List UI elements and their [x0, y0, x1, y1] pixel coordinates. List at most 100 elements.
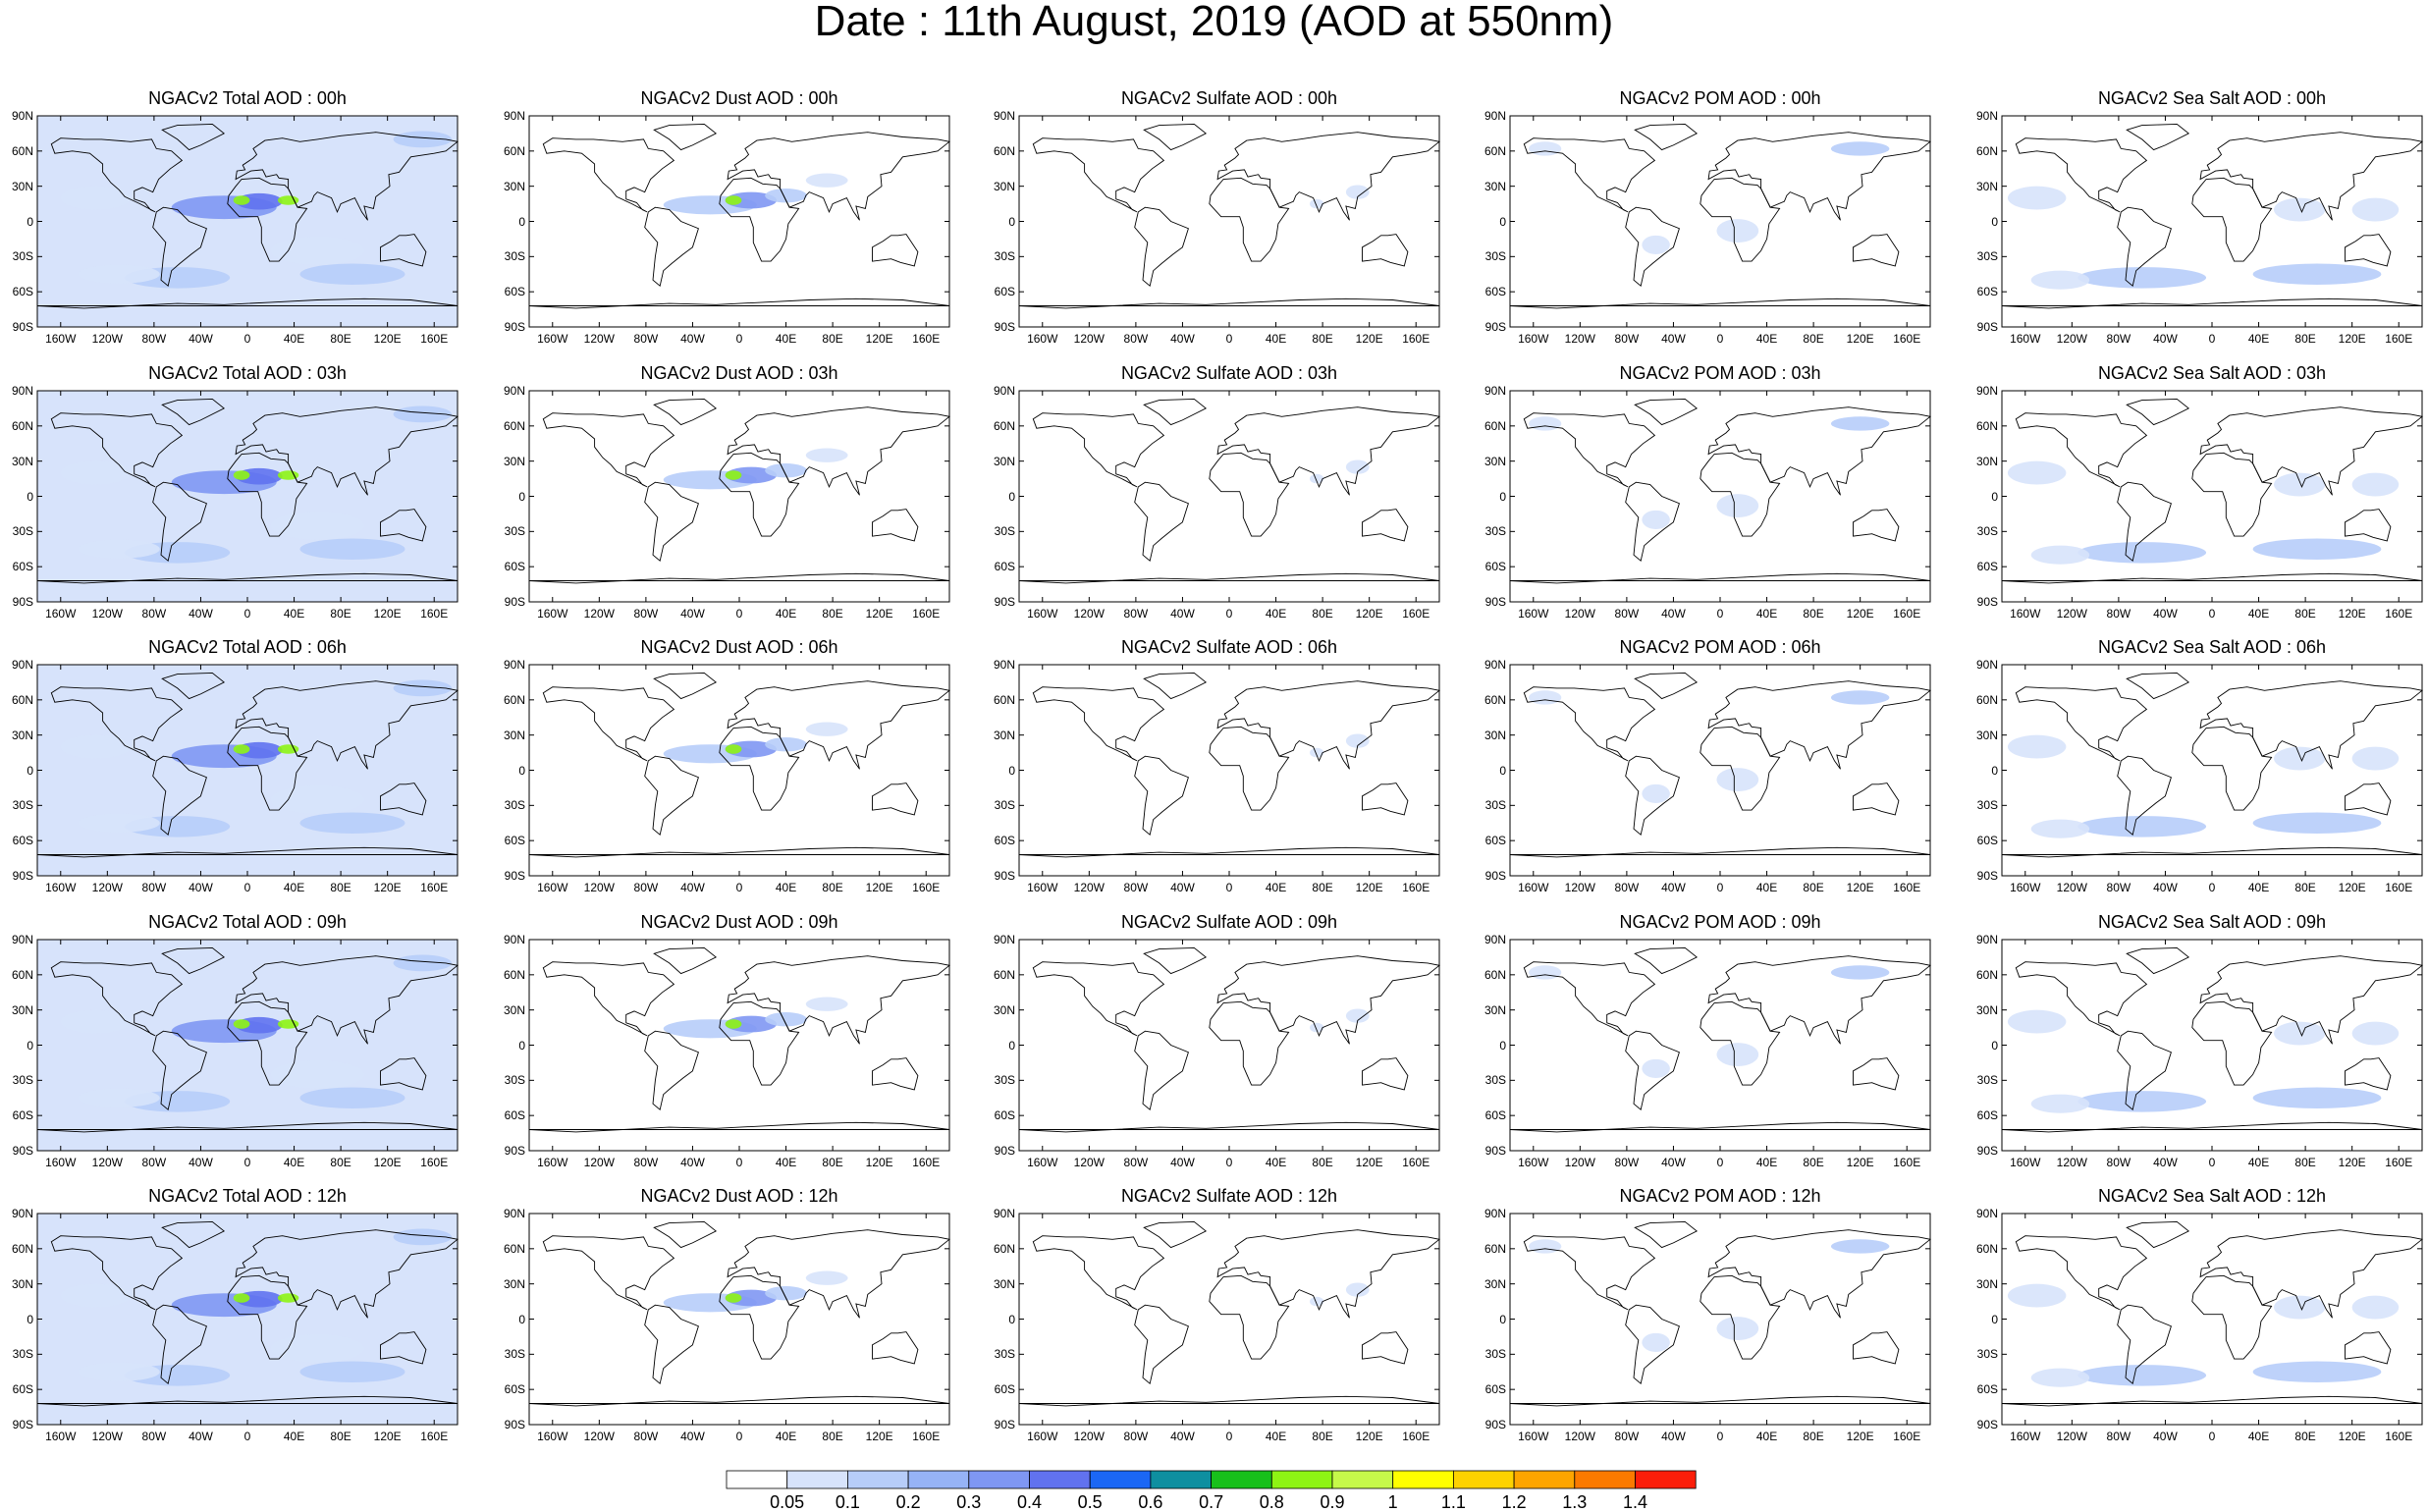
lat-tick-label: 30S [504, 524, 525, 539]
lon-tick-label: 80W [633, 607, 659, 621]
lon-tick-label: 40W [2153, 881, 2178, 894]
lon-tick-label: 160W [1518, 881, 1549, 894]
lat-tick-label: 90N [503, 933, 525, 946]
coastline-2 [1700, 452, 1781, 537]
map-panel-sulfate-r4: NGACv2 Sulfate AOD : 12h 90N 60N 30N 0 30S 60S… [994, 1186, 1441, 1442]
lon-tick-label: 160E [420, 1156, 449, 1169]
lat-tick-label: 90S [1976, 869, 1998, 883]
lat-tick-label: 60S [504, 560, 525, 574]
aod-field-0 [1716, 219, 1759, 243]
lat-tick-label: 60N [1975, 967, 1998, 982]
lat-tick-label: 90N [993, 1207, 1015, 1220]
lat-tick-label: 30N [503, 454, 525, 468]
aod-field-3 [2274, 1295, 2326, 1320]
lat-tick-label: 30S [994, 1347, 1015, 1362]
colorbar-box-8 [1211, 1470, 1272, 1489]
lon-tick-label: 80E [2294, 881, 2316, 894]
coastline-3 [235, 955, 459, 1045]
lat-tick-label: 30N [11, 179, 33, 193]
lat-tick-label: 30N [11, 1002, 33, 1017]
lon-tick-label: 40E [775, 607, 797, 621]
lat-tick-label: 30N [1975, 1276, 1998, 1291]
coastline-0 [1032, 412, 1165, 488]
lat-tick-label: 60S [504, 1108, 525, 1123]
map-background [1019, 391, 1439, 602]
aod-field-6 [78, 264, 160, 284]
lon-tick-label: 40W [189, 881, 213, 894]
coastline-0 [50, 412, 184, 488]
panel-title: NGACv2 Sea Salt AOD : 12h [2097, 1186, 2327, 1206]
map-panel-sulfate-r3: NGACv2 Sulfate AOD : 09h 90N 60N 30N 0 30S 60S… [994, 912, 1441, 1168]
coastline-4 [1362, 783, 1409, 816]
panel-title: NGACv2 POM AOD : 03h [1619, 363, 1821, 383]
lon-tick-label: 80W [2106, 881, 2131, 894]
lon-tick-label: 0 [243, 332, 251, 346]
lon-tick-label: 120W [2056, 607, 2087, 621]
lon-tick-label: 40E [2247, 1430, 2270, 1443]
panel-title: NGACv2 Dust AOD : 09h [640, 912, 838, 932]
lon-tick-label: 80E [330, 1156, 351, 1169]
lon-tick-label: 40E [1265, 881, 1287, 894]
coastline-2 [1209, 1000, 1290, 1086]
map-background [2002, 1214, 2422, 1425]
lat-tick-label: 60N [1975, 692, 1998, 707]
lon-tick-label: 80W [1123, 1430, 1149, 1443]
lat-tick-label: 90N [1975, 1207, 1998, 1220]
coastline-3 [727, 955, 951, 1045]
lat-tick-label: 30N [1975, 1002, 1998, 1017]
lat-tick-label: 90S [1484, 869, 1506, 883]
coastline-0 [1032, 137, 1165, 213]
panel-title: NGACv2 POM AOD : 12h [1619, 1186, 1821, 1206]
lon-tick-label: 80W [1614, 332, 1640, 346]
lon-tick-label: 80W [2106, 1156, 2131, 1169]
map-background [37, 391, 458, 602]
aod-field-9 [60, 1283, 132, 1308]
coastline-0 [1523, 412, 1656, 488]
lat-tick-label: 60S [504, 285, 525, 299]
lat-tick-label: 30N [1484, 179, 1506, 193]
map-canvas [36, 664, 459, 877]
lon-tick-label: 40E [2247, 1156, 2270, 1169]
colorbar-box-3 [907, 1470, 970, 1489]
coastline-1 [1134, 755, 1189, 837]
aod-field-1 [1642, 1058, 1670, 1078]
coastline-1 [1134, 206, 1189, 288]
lat-tick-label: 0 [1008, 1312, 1015, 1326]
map-panel-sulfate-r1: NGACv2 Sulfate AOD : 03h 90N 60N 30N 0 30S 60S… [994, 363, 1441, 620]
aod-field-1 [725, 466, 778, 484]
lon-tick-label: 160W [537, 881, 568, 894]
colorbar-box-12 [1453, 1470, 1515, 1489]
lon-tick-label: 0 [243, 881, 251, 894]
panel-title: NGACv2 Sulfate AOD : 12h [1120, 1186, 1338, 1206]
lon-tick-label: 40E [283, 1156, 305, 1169]
lon-tick-label: 120W [91, 881, 123, 894]
lon-tick-label: 160E [912, 1430, 941, 1443]
map-canvas [528, 664, 951, 877]
lat-tick-label: 30S [1976, 524, 1998, 539]
lon-tick-label: 80W [141, 332, 167, 346]
lon-tick-label: 160E [1402, 332, 1430, 346]
lat-tick-label: 30S [994, 249, 1015, 264]
coastline-6 [2001, 572, 2423, 584]
map-panel-total-r1: NGACv2 Total AOD : 03h 90N 60N 30N 0 30S 60S 90… [12, 363, 459, 620]
colorbar-box-5 [1029, 1470, 1091, 1489]
aod-field-5 [2351, 472, 2400, 497]
lat-tick-label: 90S [1484, 1418, 1506, 1431]
coastline-6 [1018, 297, 1440, 309]
aod-field-0 [1345, 459, 1370, 474]
lat-tick-label: 60N [993, 143, 1015, 158]
aod-field-5 [299, 538, 405, 560]
coastline-3 [235, 132, 459, 221]
coastline-2 [227, 1274, 308, 1360]
lat-tick-label: 90N [503, 658, 525, 672]
colorbar-label: 0.4 [1016, 1492, 1043, 1512]
coastline-3 [2199, 1229, 2424, 1319]
coastline-0 [1523, 137, 1656, 213]
coastline-3 [1216, 1229, 1441, 1319]
coastline-3 [1216, 680, 1441, 770]
lat-tick-label: 90S [1484, 1144, 1506, 1158]
coastline-4 [872, 234, 919, 267]
aod-field-2 [1830, 141, 1890, 156]
lon-tick-label: 120E [373, 881, 402, 894]
lat-tick-label: 60N [1975, 143, 1998, 158]
